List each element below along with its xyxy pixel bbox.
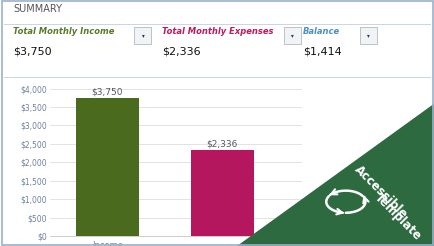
Text: ▾: ▾ <box>367 33 369 38</box>
Polygon shape <box>237 103 434 246</box>
Text: $2,336: $2,336 <box>162 47 200 57</box>
Text: SUMMARY: SUMMARY <box>13 4 62 14</box>
FancyBboxPatch shape <box>359 27 377 44</box>
Text: Total Monthly Expenses: Total Monthly Expenses <box>162 27 273 36</box>
Text: ▾: ▾ <box>141 33 144 38</box>
Text: Total Monthly Income: Total Monthly Income <box>13 27 114 36</box>
Text: $2,336: $2,336 <box>206 139 237 149</box>
Bar <box>76 98 138 236</box>
Text: $3,750: $3,750 <box>92 87 123 96</box>
Bar <box>190 150 253 236</box>
Text: Template: Template <box>371 190 423 243</box>
Text: ▾: ▾ <box>290 33 293 38</box>
Text: Accessible: Accessible <box>351 163 409 221</box>
Text: Balance: Balance <box>302 27 339 36</box>
Text: $1,414: $1,414 <box>302 47 341 57</box>
FancyBboxPatch shape <box>134 27 151 44</box>
FancyBboxPatch shape <box>283 27 300 44</box>
Text: $3,750: $3,750 <box>13 47 51 57</box>
